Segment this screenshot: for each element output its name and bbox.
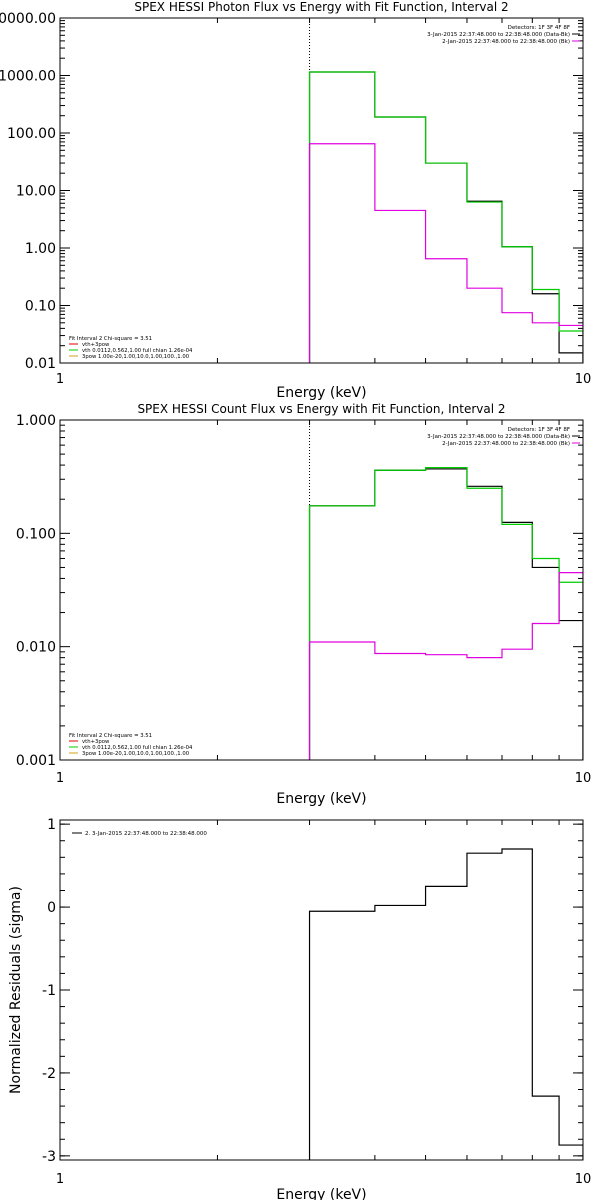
y-tick-label: 1	[47, 817, 56, 833]
series-line-1	[308, 71, 583, 363]
y-tick-label: 1.00	[25, 241, 56, 257]
legend-entry: 3-Jan-2015 22:37:48.000 to 22:38:48.000 …	[427, 32, 570, 38]
y-tick-label: 1.000	[16, 413, 56, 429]
legend-entry: 2. 3-Jan-2015 22:37:48.000 to 22:38:48.0…	[85, 831, 207, 837]
y-tick-label: 0.01	[25, 356, 56, 372]
legend-entry: 2-Jan-2015 22:37:48.000 to 22:38:48.000 …	[442, 441, 570, 447]
legend-entry: Detectors: 1F 3F 4F 8F	[508, 427, 570, 433]
y-tick-label: 0.100	[16, 526, 56, 542]
chart-panel-2: SPEX HESSI Count Flux vs Energy with Fit…	[16, 402, 591, 807]
x-tick-label: 1	[56, 1172, 64, 1187]
plot-frame	[59, 819, 584, 1161]
y-tick-label: 0.001	[16, 753, 56, 769]
chart-title: SPEX HESSI Photon Flux vs Energy with Fi…	[134, 0, 508, 14]
series-line-3	[308, 143, 583, 363]
x-tick-label: 1	[56, 771, 64, 786]
y-tick-label: 10.00	[16, 184, 56, 200]
legend-entry: 3-Jan-2015 22:37:48.000 to 22:38:48.000 …	[427, 434, 570, 440]
legend-entry: vth 0.0112,0.562,1.00 full chian 1.26e-0…	[82, 745, 193, 751]
x-tick-label: 1	[56, 372, 64, 387]
chart-title: SPEX HESSI Count Flux vs Energy with Fit…	[137, 402, 505, 416]
y-tick-label: -1	[42, 983, 56, 999]
y-tick-label: 0000.00	[0, 11, 56, 27]
series-line-1	[308, 848, 583, 1160]
series-line-2	[308, 467, 583, 760]
legend-entry: 2-Jan-2015 22:37:48.000 to 22:38:48.000 …	[442, 39, 570, 45]
legend-entry: 3pow 1.00e-20,1.00,10.0,1.00,100.,1.00	[82, 354, 190, 360]
legend-entry: Detectors: 1F 3F 4F 8F	[508, 25, 570, 31]
y-tick-label: 0	[47, 900, 56, 916]
y-tick-label: 100.00	[7, 126, 56, 142]
plot-frame	[59, 17, 584, 364]
y-tick-label: -3	[42, 1149, 56, 1165]
y-tick-label: 0.10	[25, 299, 56, 315]
x-axis-label: Energy (keV)	[276, 791, 366, 807]
y-axis-label: Normalized Residuals (sigma)	[8, 886, 24, 1094]
series-line-3	[308, 572, 583, 760]
y-tick-label: -2	[42, 1066, 56, 1082]
legend-entry: 3pow 1.00e-20,1.00,10.0,1.00,100.,1.00	[82, 751, 190, 757]
x-tick-label: 10	[575, 1172, 592, 1187]
x-tick-label: 10	[575, 771, 592, 786]
legend-entry: vth+3pow	[82, 342, 110, 348]
x-axis-label: Energy (keV)	[276, 385, 366, 401]
series-line-1	[308, 468, 583, 760]
series-line-2	[308, 71, 583, 363]
x-tick-label: 10	[575, 372, 592, 387]
x-axis-label: Energy (keV)	[276, 1187, 366, 1200]
legend-entry: vth 0.0112,0.562,1.00 full chian 1.26e-0…	[82, 348, 193, 354]
y-tick-label: 1000.00	[0, 69, 56, 85]
y-tick-label: 0.010	[16, 640, 56, 656]
chart-panel-1: SPEX HESSI Photon Flux vs Energy with Fi…	[0, 0, 591, 401]
legend-entry: Fit Interval 2 Chi-square = 3.51	[69, 336, 152, 342]
plot-frame	[59, 419, 584, 761]
legend-entry: Fit Interval 2 Chi-square = 3.51	[69, 733, 152, 739]
legend-entry: vth+3pow	[82, 739, 110, 745]
